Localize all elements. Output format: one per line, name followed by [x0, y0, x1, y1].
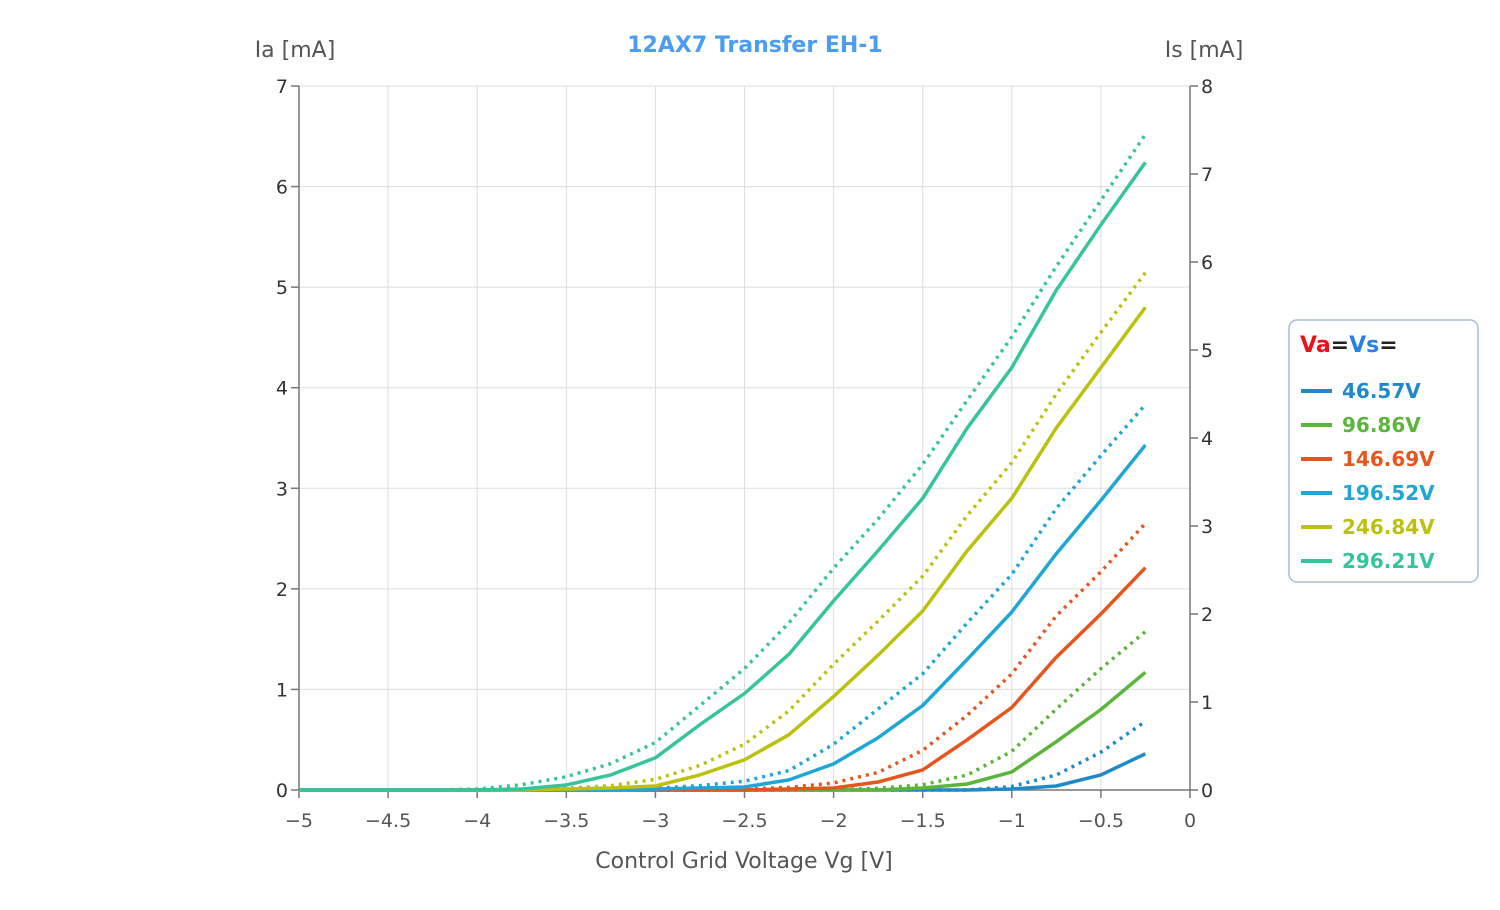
legend-item-label: 296.21V	[1342, 549, 1435, 573]
legend-items: 46.57V 96.86V 146.69V 196.52V 246.84V 296.21V	[1301, 379, 1435, 573]
legend-header: Va=Vs=	[1300, 333, 1398, 358]
legend-header-va: Va	[1300, 333, 1331, 358]
x-tick-label: −5	[285, 810, 313, 832]
x-axis-title: Control Grid Voltage Vg [V]	[595, 849, 892, 874]
legend-header-eq1: =	[1331, 333, 1349, 358]
y-left-tick-label: 0	[276, 780, 288, 802]
series-is-line-2	[299, 522, 1147, 792]
y-right-tick-label: 1	[1201, 692, 1213, 714]
y-left-axis-title: Ia [mA]	[255, 38, 336, 63]
legend-item-label: 46.57V	[1342, 379, 1421, 403]
series-lines	[299, 133, 1147, 792]
y-right-tick-label: 7	[1201, 164, 1213, 186]
y-left-tick-label: 1	[276, 679, 288, 701]
y-right-tick-label: 0	[1201, 780, 1213, 802]
series-is-line-4	[299, 271, 1147, 792]
legend-item-label: 146.69V	[1342, 447, 1435, 471]
y-right-tick-label: 5	[1201, 340, 1213, 362]
series-is-line-0	[299, 719, 1147, 792]
legend-header-eq2: =	[1379, 333, 1397, 358]
series-ia-line-5	[299, 161, 1147, 792]
x-tick-label: −4.5	[365, 810, 411, 832]
chart-title: 12AX7 Transfer EH-1	[627, 33, 883, 58]
series-ia-line-4	[299, 306, 1147, 792]
y-left-tick-label: 7	[276, 76, 288, 98]
y-right-tick-label: 4	[1201, 428, 1213, 450]
x-tick-label: −1.5	[900, 810, 946, 832]
y-left-tick-label: 2	[276, 579, 288, 601]
legend-item-label: 246.84V	[1342, 515, 1435, 539]
legend-item-label: 96.86V	[1342, 413, 1421, 437]
y-right-tick-label: 3	[1201, 516, 1213, 538]
y-right-tick-label: 6	[1201, 252, 1213, 274]
series-ia-line-0	[299, 752, 1147, 792]
legend-header-vs: Vs	[1349, 333, 1379, 358]
y-left-tick-label: 4	[276, 378, 288, 400]
series-ia-line-3	[299, 443, 1147, 792]
series-ia-line-1	[299, 670, 1147, 792]
series-is-line-3	[299, 403, 1147, 792]
legend: Va=Vs= 46.57V96.86V146.69V196.52V246.84V…	[1288, 319, 1479, 583]
x-tick-label: 0	[1184, 810, 1196, 832]
x-tick-label: −0.5	[1078, 810, 1124, 832]
legend-item-label: 196.52V	[1342, 481, 1435, 505]
legend-box	[1288, 319, 1479, 583]
tick-labels: −5 −4.5 −4 −3.5 −3 −2.5 −2 −1.5 −1 −0.5 0012345670…	[276, 76, 1213, 832]
y-left-tick-label: 6	[276, 177, 288, 199]
x-tick-label: −2.5	[721, 810, 767, 832]
x-tick-label: −1	[998, 810, 1026, 832]
x-tick-label: −3	[641, 810, 669, 832]
y-left-tick-label: 3	[276, 478, 288, 500]
grid-lines	[298, 85, 1191, 791]
y-right-tick-label: 8	[1201, 76, 1213, 98]
y-left-tick-label: 5	[276, 277, 288, 299]
x-tick-label: −3.5	[543, 810, 589, 832]
x-tick-label: −4	[463, 810, 491, 832]
y-right-tick-label: 2	[1201, 604, 1213, 626]
y-right-axis-title: Is [mA]	[1165, 38, 1244, 63]
series-is-line-5	[299, 133, 1147, 792]
x-tick-label: −2	[820, 810, 848, 832]
